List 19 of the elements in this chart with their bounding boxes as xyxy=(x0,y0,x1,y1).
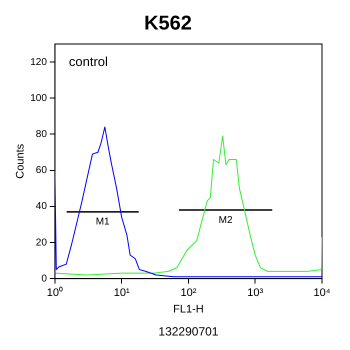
x-tick-label: 10³ xyxy=(247,287,264,300)
y-tick-label: 100 xyxy=(30,92,48,104)
y-tick-label: 0 xyxy=(41,273,48,284)
x-axis-title: FL1-H xyxy=(173,303,204,316)
x-tick-label: 10⁰ xyxy=(46,286,64,300)
chart-title: K562 xyxy=(144,12,192,35)
text: 132290701 xyxy=(158,324,219,338)
y-tick-label: 60 xyxy=(36,165,48,176)
x-tick-label: 10¹ xyxy=(114,287,130,300)
x-tick-label: 10² xyxy=(180,287,197,300)
y-tick-label: 20 xyxy=(36,237,48,248)
y-tick-label: 120 xyxy=(30,56,48,68)
y-axis-title: Counts xyxy=(14,143,27,179)
y-tick-label: 80 xyxy=(36,128,48,140)
series-label: M2 xyxy=(218,214,233,226)
series-label: M1 xyxy=(96,216,110,228)
y-tick-label: 40 xyxy=(36,201,48,212)
x-tick-label: 10⁴ xyxy=(314,287,331,300)
annotation: control xyxy=(68,54,108,70)
